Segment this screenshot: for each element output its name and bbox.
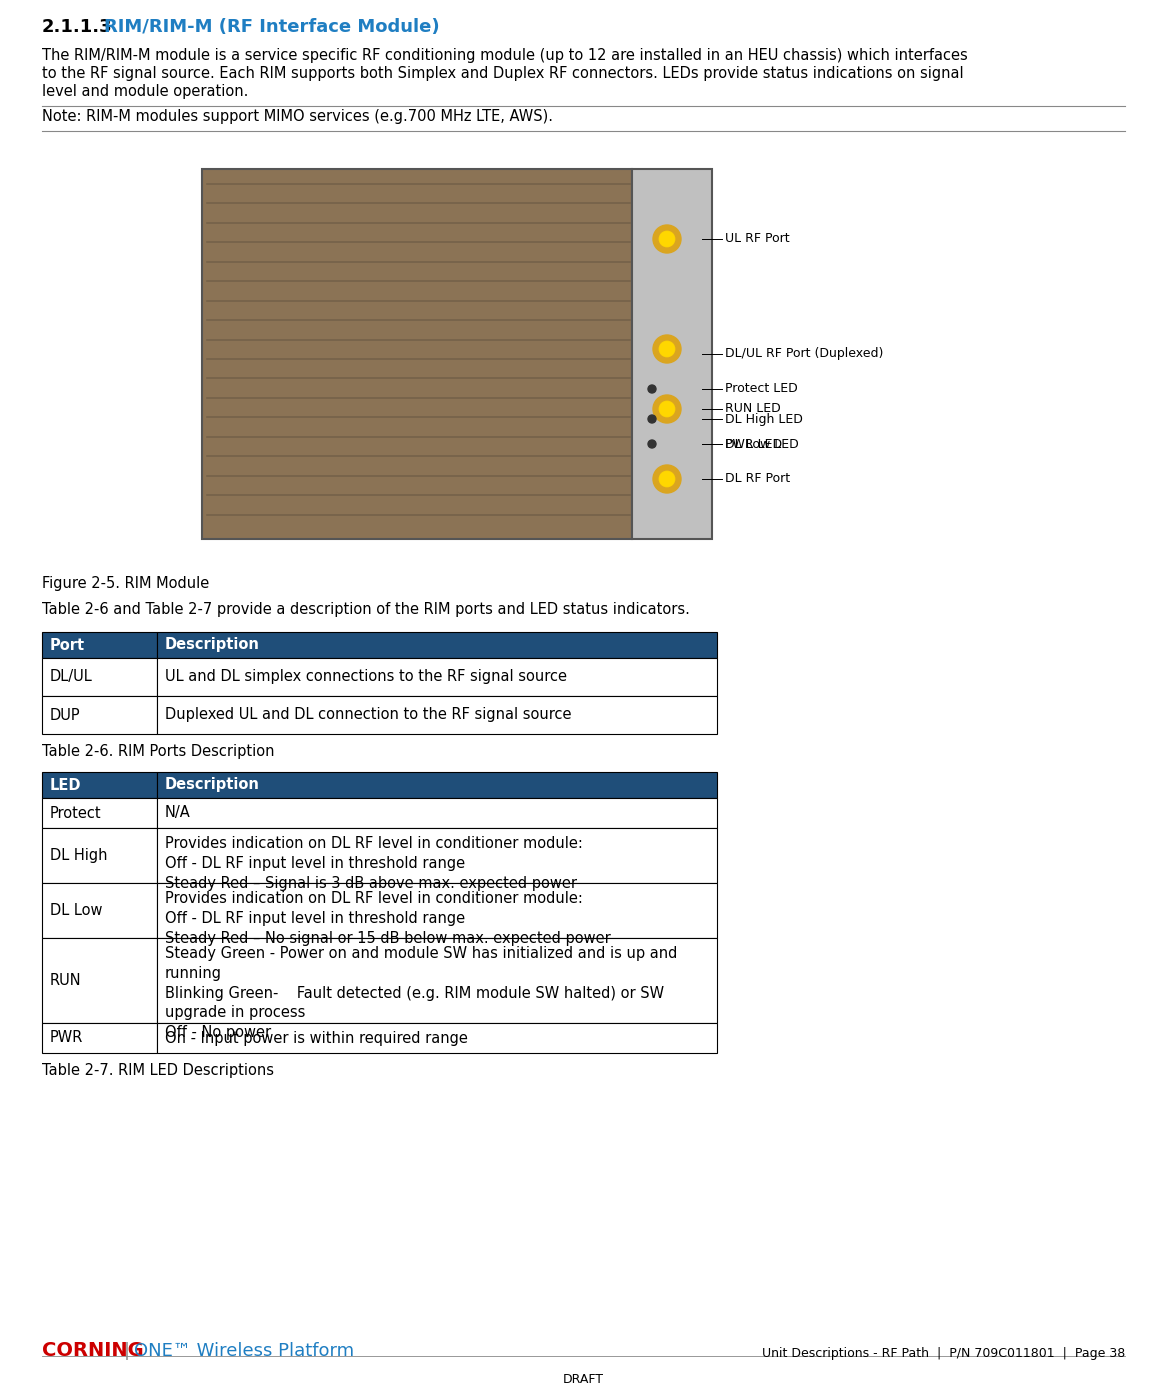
Circle shape [652, 225, 682, 253]
Bar [42, 798, 157, 828]
Text: Protect: Protect [50, 805, 101, 821]
Bar [42, 1023, 157, 1053]
Circle shape [652, 336, 682, 363]
Text: Steady Green - Power on and module SW has initialized and is up and
running
Blin: Steady Green - Power on and module SW ha… [165, 946, 677, 1040]
Text: PWR: PWR [50, 1030, 84, 1046]
Text: Provides indication on DL RF level in conditioner module:
Off - DL RF input leve: Provides indication on DL RF level in co… [165, 836, 591, 891]
Text: RUN LED: RUN LED [725, 403, 780, 415]
Circle shape [652, 466, 682, 493]
Bar [157, 658, 718, 696]
Text: Duplexed UL and DL connection to the RF signal source: Duplexed UL and DL connection to the RF … [165, 707, 571, 723]
Text: DL Low LED: DL Low LED [725, 438, 799, 450]
Text: DL RF Port: DL RF Port [725, 473, 790, 485]
Bar [157, 798, 718, 828]
Text: RIM/RIM-M (RF Interface Module): RIM/RIM-M (RF Interface Module) [104, 18, 440, 36]
Text: Port: Port [50, 637, 85, 653]
Circle shape [648, 415, 656, 424]
Bar [157, 884, 718, 938]
Text: LED: LED [50, 777, 81, 793]
Bar [42, 696, 157, 734]
Bar [202, 169, 632, 540]
Bar [42, 632, 157, 658]
Bar [42, 938, 157, 1023]
Bar [632, 169, 712, 540]
Bar [42, 772, 157, 798]
Bar [157, 696, 718, 734]
Text: |: | [124, 1342, 130, 1360]
Bar [42, 828, 157, 884]
Text: PWR LED: PWR LED [725, 438, 783, 450]
Bar [157, 938, 718, 1023]
Circle shape [659, 401, 675, 417]
Text: DL/UL RF Port (Duplexed): DL/UL RF Port (Duplexed) [725, 348, 884, 361]
Text: CORNING: CORNING [42, 1341, 144, 1360]
Text: Description: Description [165, 637, 259, 653]
Text: UL and DL simplex connections to the RF signal source: UL and DL simplex connections to the RF … [165, 670, 568, 685]
Text: to the RF signal source. Each RIM supports both Simplex and Duplex RF connectors: to the RF signal source. Each RIM suppor… [42, 66, 964, 81]
Text: DL/UL: DL/UL [50, 670, 93, 685]
Bar [42, 151, 1125, 561]
Text: DUP: DUP [50, 707, 80, 723]
Text: Figure 2-5. RIM Module: Figure 2-5. RIM Module [42, 576, 209, 591]
Text: DL High LED: DL High LED [725, 412, 802, 425]
Text: N/A: N/A [165, 805, 191, 821]
Bar [157, 632, 718, 658]
Text: Table 2-6 and Table 2-7 provide a description of the RIM ports and LED status in: Table 2-6 and Table 2-7 provide a descri… [42, 603, 690, 617]
Text: Provides indication on DL RF level in conditioner module:
Off - DL RF input leve: Provides indication on DL RF level in co… [165, 891, 611, 945]
Circle shape [652, 396, 682, 424]
Bar [42, 884, 157, 938]
Text: Table 2-6. RIM Ports Description: Table 2-6. RIM Ports Description [42, 744, 274, 759]
Text: RUN: RUN [50, 973, 81, 988]
Bar [157, 828, 718, 884]
Circle shape [659, 471, 675, 487]
Text: Table 2-7. RIM LED Descriptions: Table 2-7. RIM LED Descriptions [42, 1062, 274, 1078]
Text: DL High: DL High [50, 849, 107, 863]
Text: Note: RIM-M modules support MIMO services (e.g.700 MHz LTE, AWS).: Note: RIM-M modules support MIMO service… [42, 109, 552, 124]
Text: level and module operation.: level and module operation. [42, 84, 249, 99]
Bar [42, 658, 157, 696]
Text: The RIM/RIM-M module is a service specific RF conditioning module (up to 12 are : The RIM/RIM-M module is a service specif… [42, 48, 968, 63]
Text: Unit Descriptions - RF Path  |  P/N 709C011801  |  Page 38: Unit Descriptions - RF Path | P/N 709C01… [762, 1348, 1125, 1360]
Circle shape [659, 231, 675, 247]
Text: DRAFT: DRAFT [563, 1373, 604, 1385]
Circle shape [648, 384, 656, 393]
Text: ONE™ Wireless Platform: ONE™ Wireless Platform [134, 1342, 354, 1360]
Text: DL Low: DL Low [50, 903, 102, 918]
Text: Protect LED: Protect LED [725, 383, 798, 396]
Bar [157, 1023, 718, 1053]
Circle shape [659, 341, 675, 356]
Circle shape [648, 440, 656, 447]
Text: On - Input power is within required range: On - Input power is within required rang… [165, 1030, 468, 1046]
Text: Description: Description [165, 777, 259, 793]
Bar [157, 772, 718, 798]
Text: UL RF Port: UL RF Port [725, 232, 790, 246]
Text: 2.1.1.3: 2.1.1.3 [42, 18, 113, 36]
